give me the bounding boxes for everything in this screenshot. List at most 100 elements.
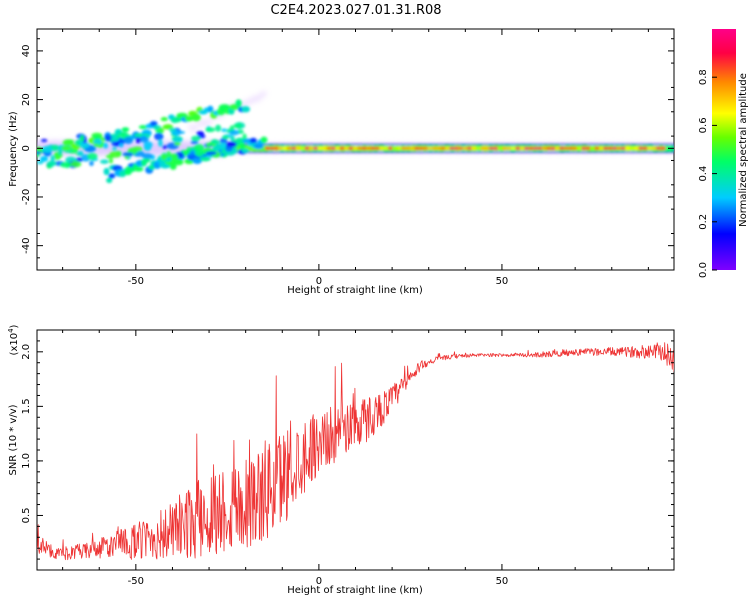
spectrogram-scatter-mark	[120, 132, 126, 140]
spectrogram-scatter-mark	[103, 142, 109, 149]
spectrogram-core-mark	[655, 146, 662, 150]
snr-y-tick-label: 1.5	[21, 398, 32, 414]
spectrogram-core-mark	[361, 146, 368, 150]
snr-plot-area	[37, 342, 674, 561]
spectrogram-core-mark	[519, 146, 526, 150]
colorbar-tick-label: 0.2	[698, 214, 709, 230]
spectrogram-scatter-mark	[172, 136, 183, 143]
spectrogram-branch-mark	[169, 163, 177, 170]
spectrogram-scatter-mark	[141, 153, 153, 159]
spectrogram-core-mark	[365, 146, 372, 150]
spectrogram-tail-mark	[249, 98, 255, 103]
spectrogram-y-tick-label: -20	[21, 189, 32, 205]
spectrogram-core-mark	[537, 146, 544, 150]
spectrogram-core-mark	[554, 146, 561, 150]
spectrogram-scatter-mark	[211, 139, 221, 145]
spectrogram-core-mark	[427, 146, 434, 150]
spectrogram-ticks: -50 0 50 -40 -20 0 20 40	[21, 29, 674, 287]
snr-y-axis-label: SNR (10 * v/v)	[8, 404, 19, 475]
spectrogram-core-mark	[484, 146, 491, 150]
spectrogram-core-mark	[317, 146, 324, 150]
spectrogram-scatter-mark	[70, 160, 82, 168]
spectrogram-scatter-mark	[109, 151, 122, 158]
spectrogram-scatter-mark	[112, 147, 117, 151]
spectrogram-tail-mark	[194, 123, 200, 128]
spectrogram-core-mark	[295, 146, 302, 150]
colorbar-ticks: 0.0 0.2 0.4 0.6 0.8	[698, 69, 717, 278]
spectrogram-plot-area	[37, 91, 674, 184]
spectrogram-scatter-mark	[77, 150, 84, 157]
spectrogram-branch-mark	[160, 116, 168, 122]
spectrogram-scatter-mark	[177, 130, 186, 134]
spectrogram-scatter-mark	[79, 141, 90, 149]
spectrogram-branch-mark	[191, 113, 201, 122]
snr-y-tick-label: 1.0	[21, 453, 32, 469]
spectrogram-core-mark	[422, 146, 429, 150]
spectrogram-scatter-mark	[135, 136, 141, 144]
spectrogram-scatter-mark	[37, 160, 44, 165]
spectrogram-core-mark	[497, 146, 504, 150]
spectrogram-core-mark	[558, 146, 565, 150]
spectrogram-scatter-mark	[166, 150, 171, 159]
spectrogram-core-mark	[646, 146, 653, 150]
spectrogram-scatter-mark	[155, 129, 163, 134]
spectrogram-core-mark	[563, 146, 570, 150]
spectrogram-scatter-mark	[230, 135, 235, 142]
spectrogram-scatter-mark	[75, 157, 84, 162]
spectrogram-core-mark	[400, 146, 407, 150]
spectrogram-core-mark	[330, 146, 337, 150]
spectrogram-scatter-mark	[238, 142, 246, 150]
spectrogram-branch-mark	[133, 166, 144, 172]
colorbar-gradient	[712, 29, 736, 270]
spectrogram-branch-mark	[108, 173, 116, 179]
spectrogram-scatter-mark	[58, 149, 63, 156]
spectrogram-core-mark	[633, 146, 640, 150]
spectrogram-core-mark	[506, 146, 513, 150]
spectrogram-core-mark	[510, 146, 517, 150]
spectrogram-core-mark	[440, 146, 447, 150]
spectrogram-branch-mark	[199, 156, 211, 162]
spectrogram-scatter-mark	[99, 159, 109, 164]
spectrogram-scatter-mark	[108, 158, 114, 164]
snr-series-line	[37, 342, 674, 561]
spectrogram-scatter-mark	[138, 136, 149, 143]
spectrogram-core-mark	[264, 146, 271, 150]
spectrogram-scatter-mark	[221, 128, 227, 133]
snr-y-tick-label: 0.5	[21, 508, 32, 524]
spectrogram-core-mark	[273, 146, 280, 150]
spectrogram-core-mark	[471, 146, 478, 150]
spectrogram-branch-mark	[253, 142, 264, 150]
spectrogram-scatter-mark	[122, 152, 134, 157]
spectrogram-core-mark	[299, 146, 306, 150]
spectrogram-scatter-mark	[191, 135, 201, 142]
spectrogram-core-mark	[392, 146, 399, 150]
spectrogram-y-tick-label: 0	[21, 145, 32, 151]
spectrogram-scatter-mark	[41, 138, 48, 143]
spectrogram-core-mark	[326, 146, 333, 150]
spectrogram-core-mark	[431, 146, 438, 150]
spectrogram-core-mark	[449, 146, 456, 150]
spectrogram-branch-mark	[40, 155, 49, 162]
spectrogram-scatter-mark	[158, 139, 163, 147]
spectrogram-core-mark	[528, 146, 535, 150]
spectrogram-core-mark	[312, 146, 319, 150]
spectrogram-core-mark	[580, 146, 587, 150]
spectrogram-tail-mark	[191, 128, 197, 133]
figure-title: C2E4.2023.027.01.31.R08	[270, 3, 441, 18]
snr-x-tick-label: 50	[496, 576, 509, 587]
spectrogram-scatter-mark	[104, 134, 113, 142]
spectrogram-branch-mark	[162, 124, 174, 130]
colorbar-tick-label: 0.8	[698, 69, 709, 85]
snr-ticks: -50 0 50 0.5 1.0 1.5 2.0	[21, 330, 674, 587]
spectrogram-branch-mark	[184, 115, 194, 122]
colorbar-tick-label: 0.0	[698, 262, 709, 278]
spectrogram-x-tick-label: -50	[128, 276, 144, 287]
spectrogram-branch-mark	[249, 137, 257, 144]
spectrogram-blobs	[37, 99, 674, 184]
spectrogram-branch-mark	[173, 158, 184, 166]
spectrogram-scatter-mark	[173, 142, 181, 146]
spectrogram-core-mark	[550, 146, 557, 150]
spectrogram-scatter-mark	[143, 145, 152, 151]
